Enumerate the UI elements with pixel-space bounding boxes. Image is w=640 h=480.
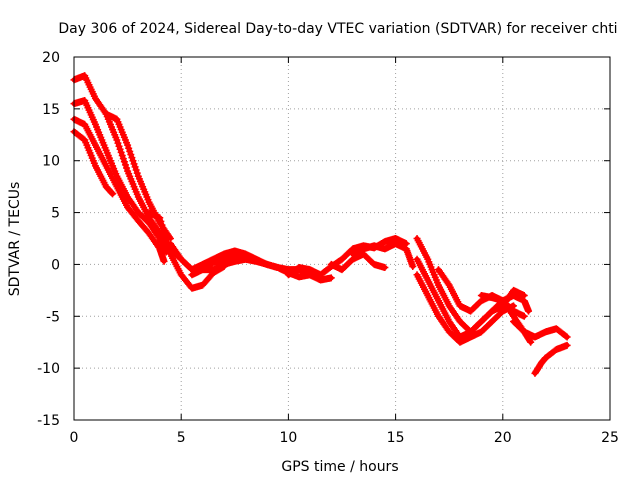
x-axis-label: GPS time / hours xyxy=(281,459,398,475)
data-point-marker xyxy=(114,139,122,147)
data-point-marker xyxy=(120,158,128,166)
x-tick-label: 20 xyxy=(494,430,512,446)
series-6 xyxy=(145,209,228,292)
data-point-marker xyxy=(130,160,138,168)
y-tick-label: 20 xyxy=(42,50,60,66)
data-point-marker xyxy=(161,232,169,240)
series-11 xyxy=(349,240,417,271)
data-point-marker xyxy=(113,136,121,144)
data-point-marker xyxy=(381,264,389,272)
data-point-marker xyxy=(157,217,165,225)
data-point-marker xyxy=(158,221,166,229)
data-point-marker xyxy=(127,150,135,158)
data-point-marker xyxy=(128,154,136,162)
y-tick-label: 5 xyxy=(51,206,60,222)
data-point-marker xyxy=(162,236,170,244)
x-tick-label: 5 xyxy=(177,430,186,446)
data-point-marker xyxy=(159,225,167,233)
data-point-marker xyxy=(409,263,417,271)
data-point-marker xyxy=(444,280,452,288)
data-point-marker xyxy=(121,161,129,169)
series-9 xyxy=(284,235,410,279)
data-point-marker xyxy=(115,142,123,150)
series-3 xyxy=(70,115,168,265)
data-point-marker xyxy=(525,307,533,315)
data-point-marker xyxy=(520,292,528,300)
data-point-marker xyxy=(527,338,535,346)
data-point-marker xyxy=(123,164,131,172)
series-2 xyxy=(70,97,170,256)
y-axis-label: SDTVAR / TECUs xyxy=(7,182,23,297)
y-tick-label: 15 xyxy=(42,102,60,118)
data-point-marker xyxy=(109,190,117,198)
x-tick-label: 0 xyxy=(70,430,79,446)
data-point-marker xyxy=(132,166,140,174)
x-tick-label: 15 xyxy=(387,430,405,446)
data-point-marker xyxy=(125,144,133,152)
data-point-marker xyxy=(133,169,141,177)
y-tick-label: -10 xyxy=(37,361,60,377)
series-4 xyxy=(70,128,117,198)
data-point-marker xyxy=(117,148,125,156)
axis-ticks: 0 5 10 15 20 25 -15 -10 -5 0 5 10 15 20 xyxy=(37,50,619,446)
series-17 xyxy=(510,317,571,341)
grid-lines xyxy=(74,57,610,420)
plot-frame xyxy=(73,56,611,421)
series-14 xyxy=(413,271,518,346)
x-tick-label: 10 xyxy=(279,430,297,446)
data-point-marker xyxy=(119,155,127,163)
data-point-marker xyxy=(520,312,528,320)
y-tick-label: -5 xyxy=(46,309,60,325)
series-18 xyxy=(531,341,571,377)
data-point-marker xyxy=(160,228,168,236)
data-point-marker xyxy=(126,147,134,155)
data-point-marker xyxy=(124,141,132,149)
data-point-marker xyxy=(562,332,570,340)
y-tick-label: -15 xyxy=(37,413,60,429)
data-point-marker xyxy=(131,163,139,171)
x-tick-label: 25 xyxy=(601,430,619,446)
data-point-marker xyxy=(563,341,571,349)
data-point-marker xyxy=(327,274,335,282)
data-point-marker xyxy=(156,214,164,222)
chart-title: Day 306 of 2024, Sidereal Day-to-day VTE… xyxy=(58,21,617,37)
data-point-marker xyxy=(160,257,168,265)
data-point-marker xyxy=(116,145,124,153)
data-point-marker xyxy=(118,152,126,160)
data-series xyxy=(70,72,571,377)
data-point-marker xyxy=(563,333,571,341)
data-point-marker xyxy=(129,157,137,165)
y-tick-label: 0 xyxy=(51,257,60,273)
y-tick-label: 10 xyxy=(42,154,60,170)
